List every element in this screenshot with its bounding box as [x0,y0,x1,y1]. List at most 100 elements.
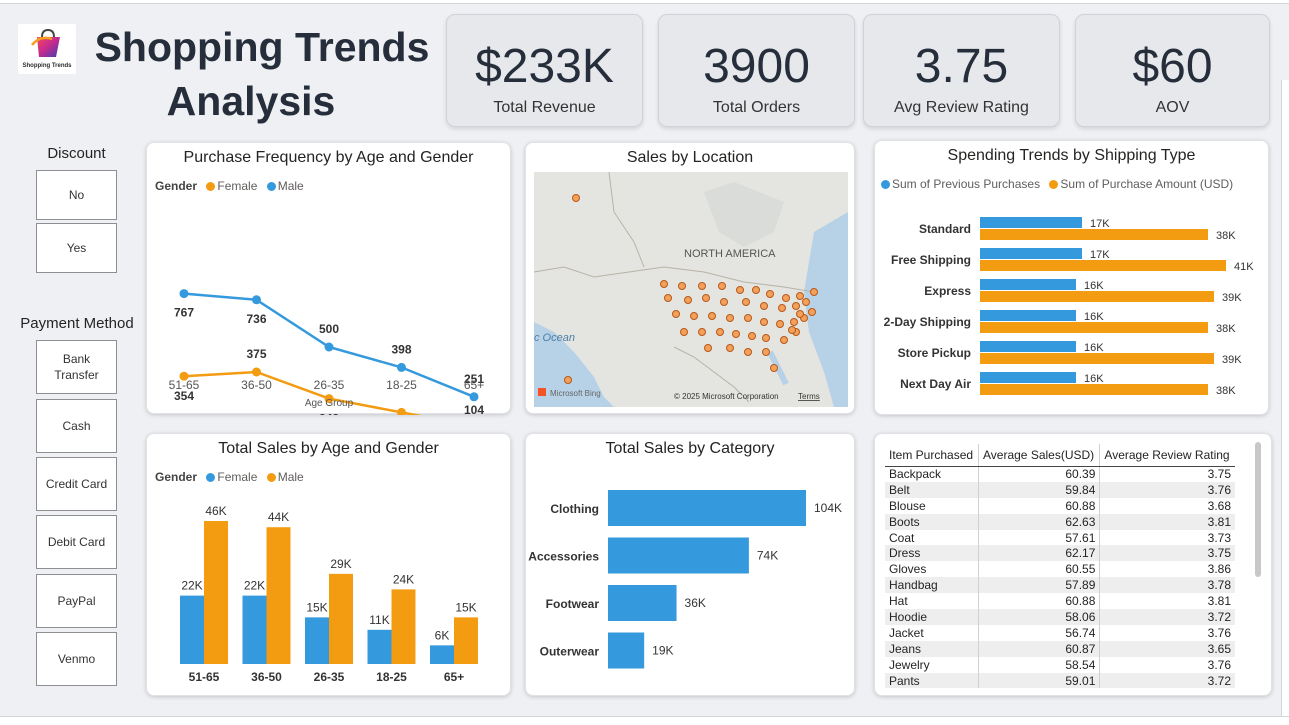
data-point [252,295,261,305]
table-row[interactable]: Dress 62.17 3.75 [885,545,1235,562]
legend-female: Female [217,470,258,484]
payment-cash-button[interactable]: Cash [36,399,117,453]
location-point[interactable] [708,312,716,320]
table-row[interactable]: Blouse 60.88 3.68 [885,497,1235,514]
location-point[interactable] [716,328,724,336]
table-row[interactable]: Handbag 57.89 3.78 [885,577,1235,594]
location-point[interactable] [802,298,810,306]
location-point[interactable] [796,310,804,318]
location-point[interactable] [684,296,692,304]
location-point[interactable] [690,312,698,320]
chart-title: Purchase Frequency by Age and Gender [183,149,474,166]
location-point[interactable] [664,294,672,302]
location-point[interactable] [762,334,770,342]
location-point[interactable] [760,318,768,326]
location-point[interactable] [678,282,686,290]
map-view[interactable]: NORTH AMERICA c Ocean Microsoft Bing © 2… [534,172,848,407]
bar-female [430,645,454,664]
location-point[interactable] [762,348,770,356]
table-row[interactable]: Belt 59.84 3.76 [885,481,1235,498]
data-label: 39K [1222,354,1242,366]
col-average-sales[interactable]: Average Sales(USD) [977,444,1100,467]
location-point[interactable] [810,288,818,296]
location-point[interactable] [808,308,816,316]
data-label: 19K [652,644,673,658]
map-terms-link[interactable]: Terms [798,392,820,401]
location-point[interactable] [796,292,804,300]
data-label: 15K [455,600,476,614]
location-point[interactable] [766,290,774,298]
table-row[interactable]: Jewelry 58.54 3.76 [885,656,1235,673]
location-point[interactable] [660,280,668,288]
table-row[interactable]: Coat 57.61 3.73 [885,529,1235,546]
discount-no-button[interactable]: No [36,170,117,220]
location-point[interactable] [736,286,744,294]
location-point[interactable] [680,328,688,336]
payment-bank-transfer-button[interactable]: Bank Transfer [36,340,117,394]
location-point[interactable] [564,376,572,384]
purchase-frequency-card: Purchase Frequency by Age and Gender Gen… [146,142,511,415]
data-label: 16K [1084,373,1104,385]
location-point[interactable] [718,282,726,290]
location-point[interactable] [782,294,790,302]
location-point[interactable] [672,310,680,318]
table-scrollbar[interactable] [1255,442,1261,577]
legend-title: Gender [155,179,198,193]
location-point[interactable] [744,314,752,322]
location-point[interactable] [778,304,786,312]
location-point[interactable] [704,344,712,352]
location-point[interactable] [748,332,756,340]
kpi-value: 3.75 [914,40,1009,93]
table-row[interactable]: Jeans 60.87 3.65 [885,640,1235,657]
location-point[interactable] [698,328,706,336]
table-row[interactable]: Hoodie 58.06 3.72 [885,609,1235,625]
discount-yes-button[interactable]: Yes [36,223,117,273]
data-label: 354 [174,389,194,403]
location-point[interactable] [720,298,728,306]
location-point[interactable] [792,302,800,310]
location-point[interactable] [770,364,778,372]
payment-venmo-button[interactable]: Venmo [36,632,117,686]
location-point[interactable] [752,286,760,294]
payment-credit-card-button[interactable]: Credit Card [36,457,117,511]
avg-rating-cell: 3.72 [1099,672,1235,689]
location-point[interactable] [698,282,706,290]
payment-debit-card-button[interactable]: Debit Card [36,515,117,569]
legend-male-marker [266,473,276,482]
location-point[interactable] [742,298,750,306]
data-label: 11K [369,613,389,627]
table-row[interactable]: Hat 60.88 3.81 [885,593,1235,610]
map-svg: NORTH AMERICA c Ocean Microsoft Bing © 2… [534,172,848,407]
title-line-1: Shopping Trends [94,24,430,70]
location-point[interactable] [726,314,734,322]
legend-male: Male [277,470,304,484]
location-point[interactable] [790,318,798,326]
location-point[interactable] [780,336,788,344]
location-point[interactable] [726,344,734,352]
category-label: Free Shipping [891,253,971,267]
col-average-review[interactable]: Average Review Rating [1099,444,1235,467]
avg-sales-cell: 59.84 [977,481,1100,498]
location-point[interactable] [744,348,752,356]
location-point[interactable] [788,326,796,334]
data-label: 38K [1216,385,1236,397]
table-row[interactable]: Backpack 60.39 3.75 [885,466,1235,482]
table-row[interactable]: Jacket 56.74 3.76 [885,624,1235,641]
col-item-purchased[interactable]: Item Purchased [885,444,979,467]
location-point[interactable] [760,302,768,310]
location-point[interactable] [732,330,740,338]
x-tick-label: 65+ [444,670,464,684]
avg-rating-cell: 3.86 [1099,561,1235,578]
avg-sales-cell: 60.88 [977,497,1100,514]
table-row[interactable]: Gloves 60.55 3.86 [885,561,1235,578]
location-point[interactable] [702,294,710,302]
payment-paypal-button[interactable]: PayPal [36,574,117,628]
x-tick-label: 18-25 [386,378,417,392]
logo: Shopping Trends [18,24,76,74]
table-row[interactable]: Pants 59.01 3.72 [885,672,1235,689]
right-edge [1281,80,1289,716]
location-point[interactable] [776,320,784,328]
location-point[interactable] [572,194,580,202]
table-row[interactable]: Boots 62.63 3.81 [885,513,1235,530]
data-label: 375 [246,347,266,361]
